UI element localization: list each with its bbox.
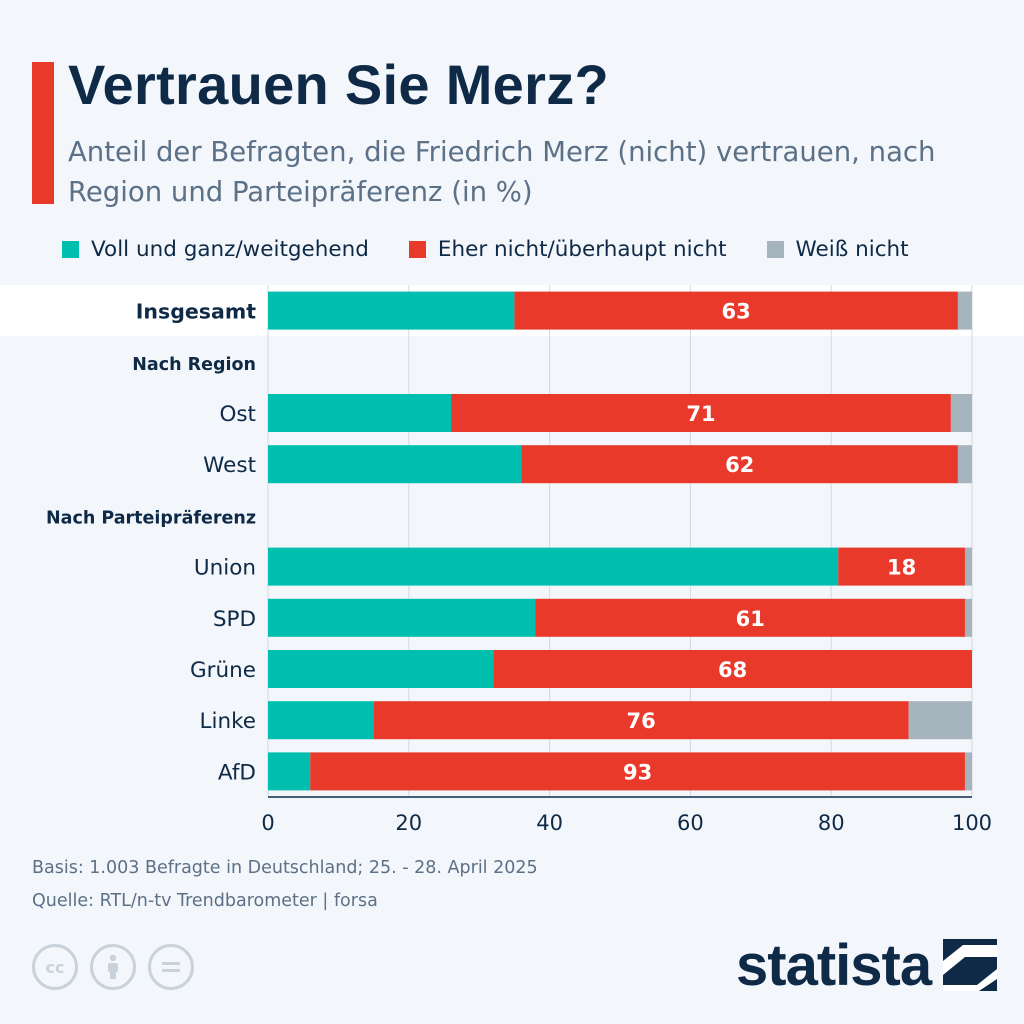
bar-distrust — [493, 650, 972, 688]
footer-source: Quelle: RTL/n-tv Trendbarometer | forsa — [32, 891, 378, 911]
legend-label-distrust: Eher nicht/überhaupt nicht — [437, 236, 727, 262]
legend-swatch-distrust — [408, 240, 426, 258]
bar-dontknow — [964, 598, 972, 637]
legend-label-dontknow: Weiß nicht — [795, 236, 909, 262]
data-label-distrust: 76 — [627, 709, 656, 733]
category-label: Ost — [219, 402, 256, 427]
bar-distrust — [310, 752, 965, 791]
category-label: West — [203, 453, 256, 478]
legend-item-distrust: Eher nicht/überhaupt nicht — [408, 236, 727, 262]
data-label-distrust: 93 — [623, 760, 652, 784]
footer-basis: Basis: 1.003 Befragte in Deutschland; 25… — [32, 858, 538, 878]
x-tick-label: 40 — [536, 811, 563, 835]
section-label: Nach Parteipräferenz — [46, 508, 256, 528]
data-label-distrust: 61 — [736, 607, 765, 631]
bar-dontknow — [950, 394, 972, 432]
data-label-distrust: 71 — [686, 402, 715, 426]
bar-distrust — [535, 598, 965, 637]
bar-distrust — [451, 394, 951, 432]
by-icon[interactable] — [90, 944, 136, 990]
bar-distrust — [514, 291, 958, 330]
bar-trust — [268, 394, 452, 432]
x-tick-label: 80 — [818, 811, 845, 835]
category-label: SPD — [213, 607, 256, 632]
legend-swatch-trust — [62, 240, 79, 258]
category-label: Union — [194, 556, 256, 581]
data-label-distrust: 68 — [718, 658, 747, 682]
category-label: Linke — [200, 709, 257, 734]
footer: Basis: 1.003 Befragte in Deutschland; 25… — [32, 852, 538, 918]
statista-logo-icon — [943, 939, 998, 991]
legend-item-dontknow: Weiß nicht — [766, 236, 909, 262]
bar-distrust — [521, 445, 958, 484]
license-icons: cc — [32, 944, 206, 990]
bar-trust — [268, 547, 839, 586]
x-tick-label: 100 — [952, 811, 992, 835]
data-label-distrust: 18 — [887, 556, 916, 580]
cc-icon[interactable]: cc — [32, 944, 78, 990]
chart-subtitle: Anteil der Befragten, die Friedrich Merz… — [68, 136, 936, 208]
x-tick-label: 20 — [395, 811, 422, 835]
bar-trust — [268, 701, 374, 740]
legend-label-trust: Voll und ganz/weitgehend — [91, 236, 369, 262]
bar-dontknow — [957, 445, 972, 484]
bar-dontknow — [964, 752, 972, 791]
data-label-distrust: 63 — [722, 300, 751, 324]
legend-item-trust: Voll und ganz/weitgehend — [62, 237, 369, 262]
bar-dontknow — [957, 291, 972, 330]
category-label: Grüne — [190, 658, 256, 683]
bar-trust — [268, 445, 522, 484]
legend-swatch-dontknow — [766, 240, 784, 258]
bar-trust — [268, 598, 536, 637]
section-label: Nach Region — [132, 355, 256, 375]
bar-trust — [268, 291, 515, 330]
x-tick-label: 0 — [261, 811, 274, 835]
bar-distrust — [373, 701, 909, 740]
bar-trust — [268, 752, 311, 791]
bar-dontknow — [908, 701, 972, 740]
bar-chart: Insgesamt 63 Nach Region Ost 71 West 62 Nach Pa… — [0, 285, 1024, 835]
x-tick-label: 60 — [677, 811, 704, 835]
bar-trust — [268, 650, 494, 688]
data-label-distrust: 62 — [725, 453, 754, 477]
category-label: AfD — [218, 760, 256, 785]
chart-title: Vertrauen Sie Merz? — [68, 53, 610, 116]
category-label: Insgesamt — [136, 300, 256, 324]
brand-name: statista — [736, 932, 932, 998]
legend: Voll und ganz/weitgehend Eher nicht/über… — [62, 231, 909, 267]
title-accent-bar — [32, 62, 54, 204]
nd-icon[interactable] — [148, 944, 194, 990]
statista-brand[interactable]: statista — [736, 930, 998, 1000]
bar-dontknow — [964, 547, 972, 586]
bar-distrust — [838, 547, 965, 586]
